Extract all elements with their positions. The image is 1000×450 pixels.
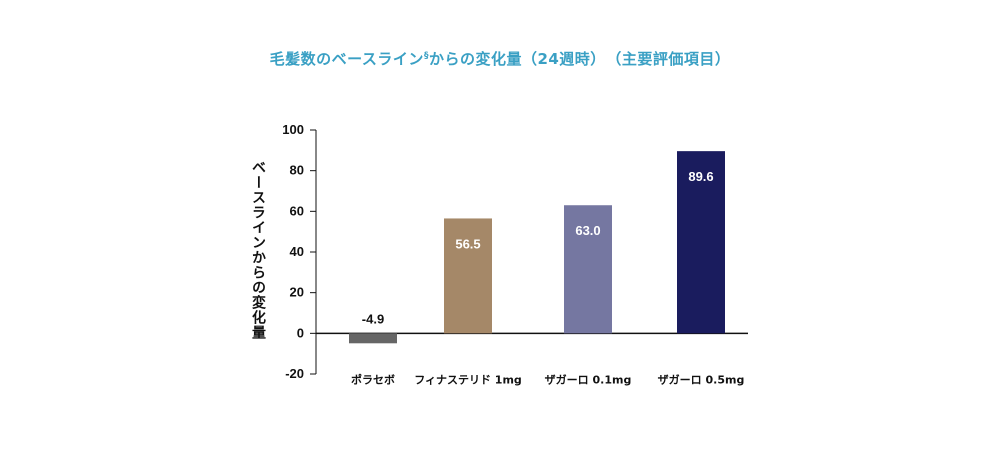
bar: [444, 218, 492, 334]
category-label: ザガーロ 0.5mg: [658, 372, 745, 386]
y-tick-label: 0: [297, 325, 304, 340]
data-label: -4.9: [362, 311, 384, 326]
data-label: 63.0: [575, 223, 600, 238]
y-tick-label: 60: [290, 203, 304, 218]
category-label: ザガーロ 0.1mg: [545, 372, 632, 386]
y-tick-label: -20: [285, 366, 304, 381]
data-label: 56.5: [455, 236, 480, 251]
data-label: 89.6: [688, 169, 713, 184]
chart-title-suffix: からの変化量（24週時） （主要評価項目）: [428, 50, 731, 68]
y-axis-label: ベースラインからの変化量: [250, 160, 266, 340]
y-tick-label: 20: [290, 285, 304, 300]
chart-title-main: 毛髪数のベースライン: [269, 50, 424, 68]
y-tick-label: 80: [290, 163, 304, 178]
category-label: フィナステリド 1mg: [414, 373, 522, 386]
y-tick-label: 100: [282, 122, 304, 137]
y-tick-label: 40: [290, 244, 304, 259]
chart-title: 毛髪数のベースライン§からの変化量（24週時） （主要評価項目）: [0, 48, 1000, 69]
bar: [677, 151, 725, 334]
bar: [349, 333, 397, 344]
bar: [564, 205, 612, 334]
category-label: ポラセボ: [351, 372, 395, 386]
chart-title-mark: §: [423, 51, 429, 61]
